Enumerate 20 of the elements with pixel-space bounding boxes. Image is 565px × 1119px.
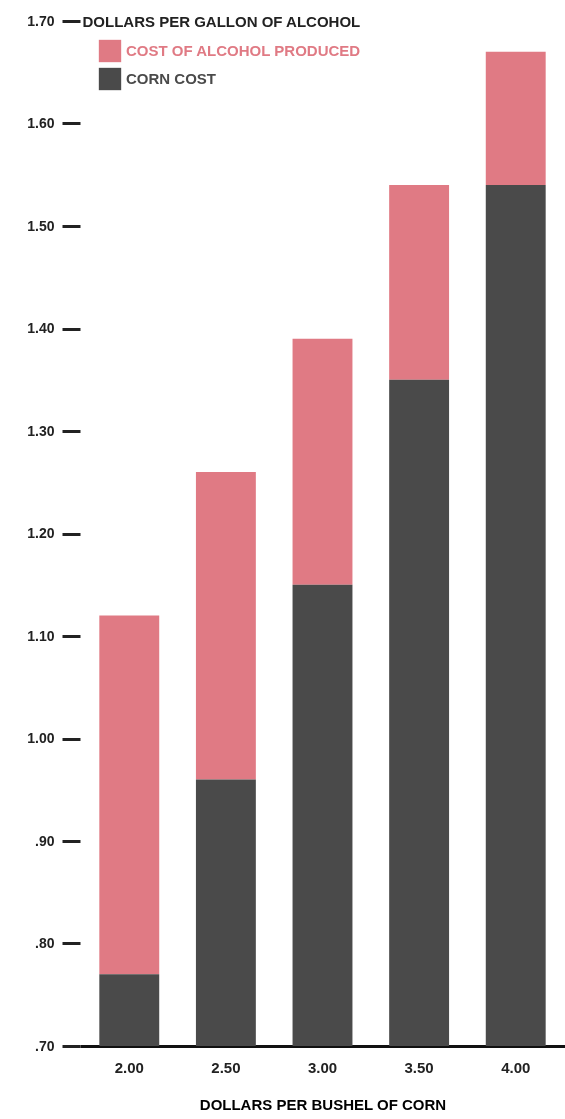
x-tick-label: 3.50 [404, 1058, 434, 1076]
legend-label: COST OF ALCOHOL PRODUCED [126, 42, 361, 59]
x-tick-label: 4.00 [501, 1058, 531, 1076]
y-tick-label: .90 [35, 832, 55, 849]
x-tick-label: 3.00 [307, 1058, 338, 1076]
y-tick-label: 1.60 [27, 115, 55, 131]
y-tick-label: 1.40 [27, 320, 55, 336]
y-tick-label: 1.50 [27, 217, 55, 234]
x-tick-label: 2.50 [211, 1058, 241, 1076]
y-tick-label: 1.00 [27, 730, 55, 746]
y-tick-label: 1.20 [27, 525, 55, 541]
y-tick-label: .70 [35, 1037, 55, 1054]
y-tick-label: 1.70 [27, 12, 55, 29]
y-tick-label: 1.10 [27, 627, 55, 644]
y-tick-label: .80 [35, 935, 55, 951]
legend-label: CORN COST [126, 70, 216, 87]
x-axis-title: DOLLARS PER BUSHEL OF CORN [199, 1095, 447, 1113]
y-axis-title: DOLLARS PER GALLON OF ALCOHOL [82, 12, 361, 30]
x-tick-label: 2.00 [114, 1058, 144, 1076]
y-tick-label: 1.30 [27, 422, 55, 439]
